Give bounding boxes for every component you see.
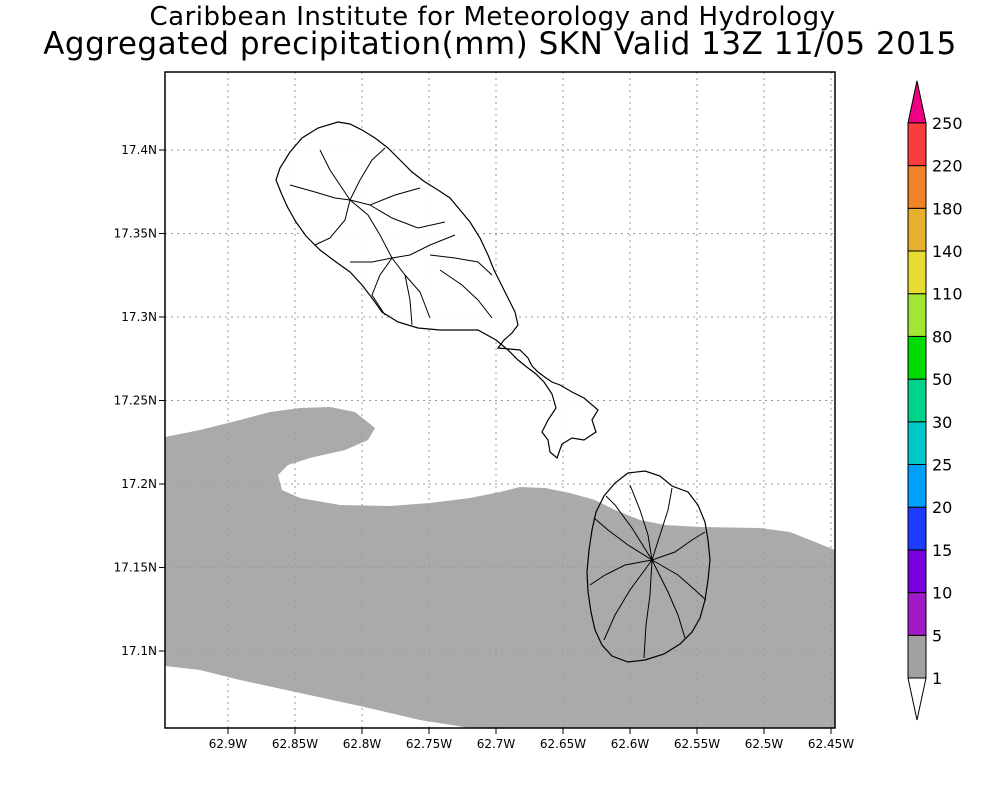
legend-label: 10 <box>932 584 952 603</box>
legend-label: 110 <box>932 285 963 304</box>
lat-tick-label: 17.3N <box>121 310 157 324</box>
lon-tick-label: 62.8W <box>343 737 382 751</box>
chart-title: Caribbean Institute for Meteorology and … <box>149 2 836 32</box>
legend-label: 1 <box>932 669 942 688</box>
legend-swatch <box>907 293 927 337</box>
legend-bottom-arrow <box>907 677 927 721</box>
st-kitts-island <box>275 121 599 460</box>
legend-swatch <box>907 378 927 423</box>
legend-swatch <box>907 506 927 551</box>
precipitation-area <box>165 407 835 728</box>
nevis-drainage <box>589 484 707 659</box>
legend-swatch <box>907 250 927 295</box>
latitude-axis: 17.4N 17.35N 17.3N 17.25N 17.2N 17.15N 17.1N <box>114 143 165 658</box>
nevis-outline <box>586 470 711 663</box>
st-kitts-drainage <box>289 147 493 326</box>
legend-label: 20 <box>932 498 952 517</box>
lat-tick-label: 17.25N <box>114 394 157 408</box>
legend-label: 220 <box>932 157 963 176</box>
legend-label: 180 <box>932 199 963 218</box>
lon-tick-label: 62.55W <box>674 737 720 751</box>
legend-swatch <box>907 207 927 252</box>
legend-swatch <box>907 335 927 380</box>
lat-tick-label: 17.1N <box>121 644 157 658</box>
chart-subtitle: Aggregated precipitation(mm) SKN Valid 1… <box>43 26 957 62</box>
legend-label: 25 <box>932 456 952 475</box>
legend-label: 30 <box>932 413 952 432</box>
legend-label: 5 <box>932 626 942 645</box>
legend-swatch <box>907 549 927 594</box>
lat-tick-label: 17.35N <box>114 227 157 241</box>
longitude-axis: 62.9W 62.85W 62.8W 62.75W 62.7W 62.65W 62.6W 62… <box>209 728 854 751</box>
legend-swatch <box>907 464 927 508</box>
legend-swatch <box>907 634 927 679</box>
legend-label: 250 <box>932 114 963 133</box>
lat-tick-label: 17.4N <box>121 143 157 157</box>
nevis-island <box>586 470 711 663</box>
lon-tick-label: 62.65W <box>540 737 586 751</box>
legend-swatch <box>907 421 927 465</box>
lon-tick-label: 62.75W <box>406 737 452 751</box>
legend-label: 80 <box>932 327 952 346</box>
legend-top-arrow <box>907 80 927 124</box>
lon-tick-label: 62.6W <box>611 737 650 751</box>
legend-swatch <box>907 165 927 209</box>
lat-tick-label: 17.15N <box>114 561 157 575</box>
lon-tick-label: 62.7W <box>477 737 516 751</box>
map-grid <box>165 72 835 728</box>
legend-label: 50 <box>932 370 952 389</box>
legend-label: 140 <box>932 242 963 261</box>
legend-swatch <box>907 592 927 636</box>
lon-tick-label: 62.5W <box>745 737 784 751</box>
lon-tick-label: 62.9W <box>209 737 248 751</box>
legend-label: 15 <box>932 541 952 560</box>
lat-tick-label: 17.2N <box>121 477 157 491</box>
legend-swatch <box>907 122 927 167</box>
lon-tick-label: 62.85W <box>272 737 318 751</box>
lon-tick-label: 62.45W <box>808 737 854 751</box>
